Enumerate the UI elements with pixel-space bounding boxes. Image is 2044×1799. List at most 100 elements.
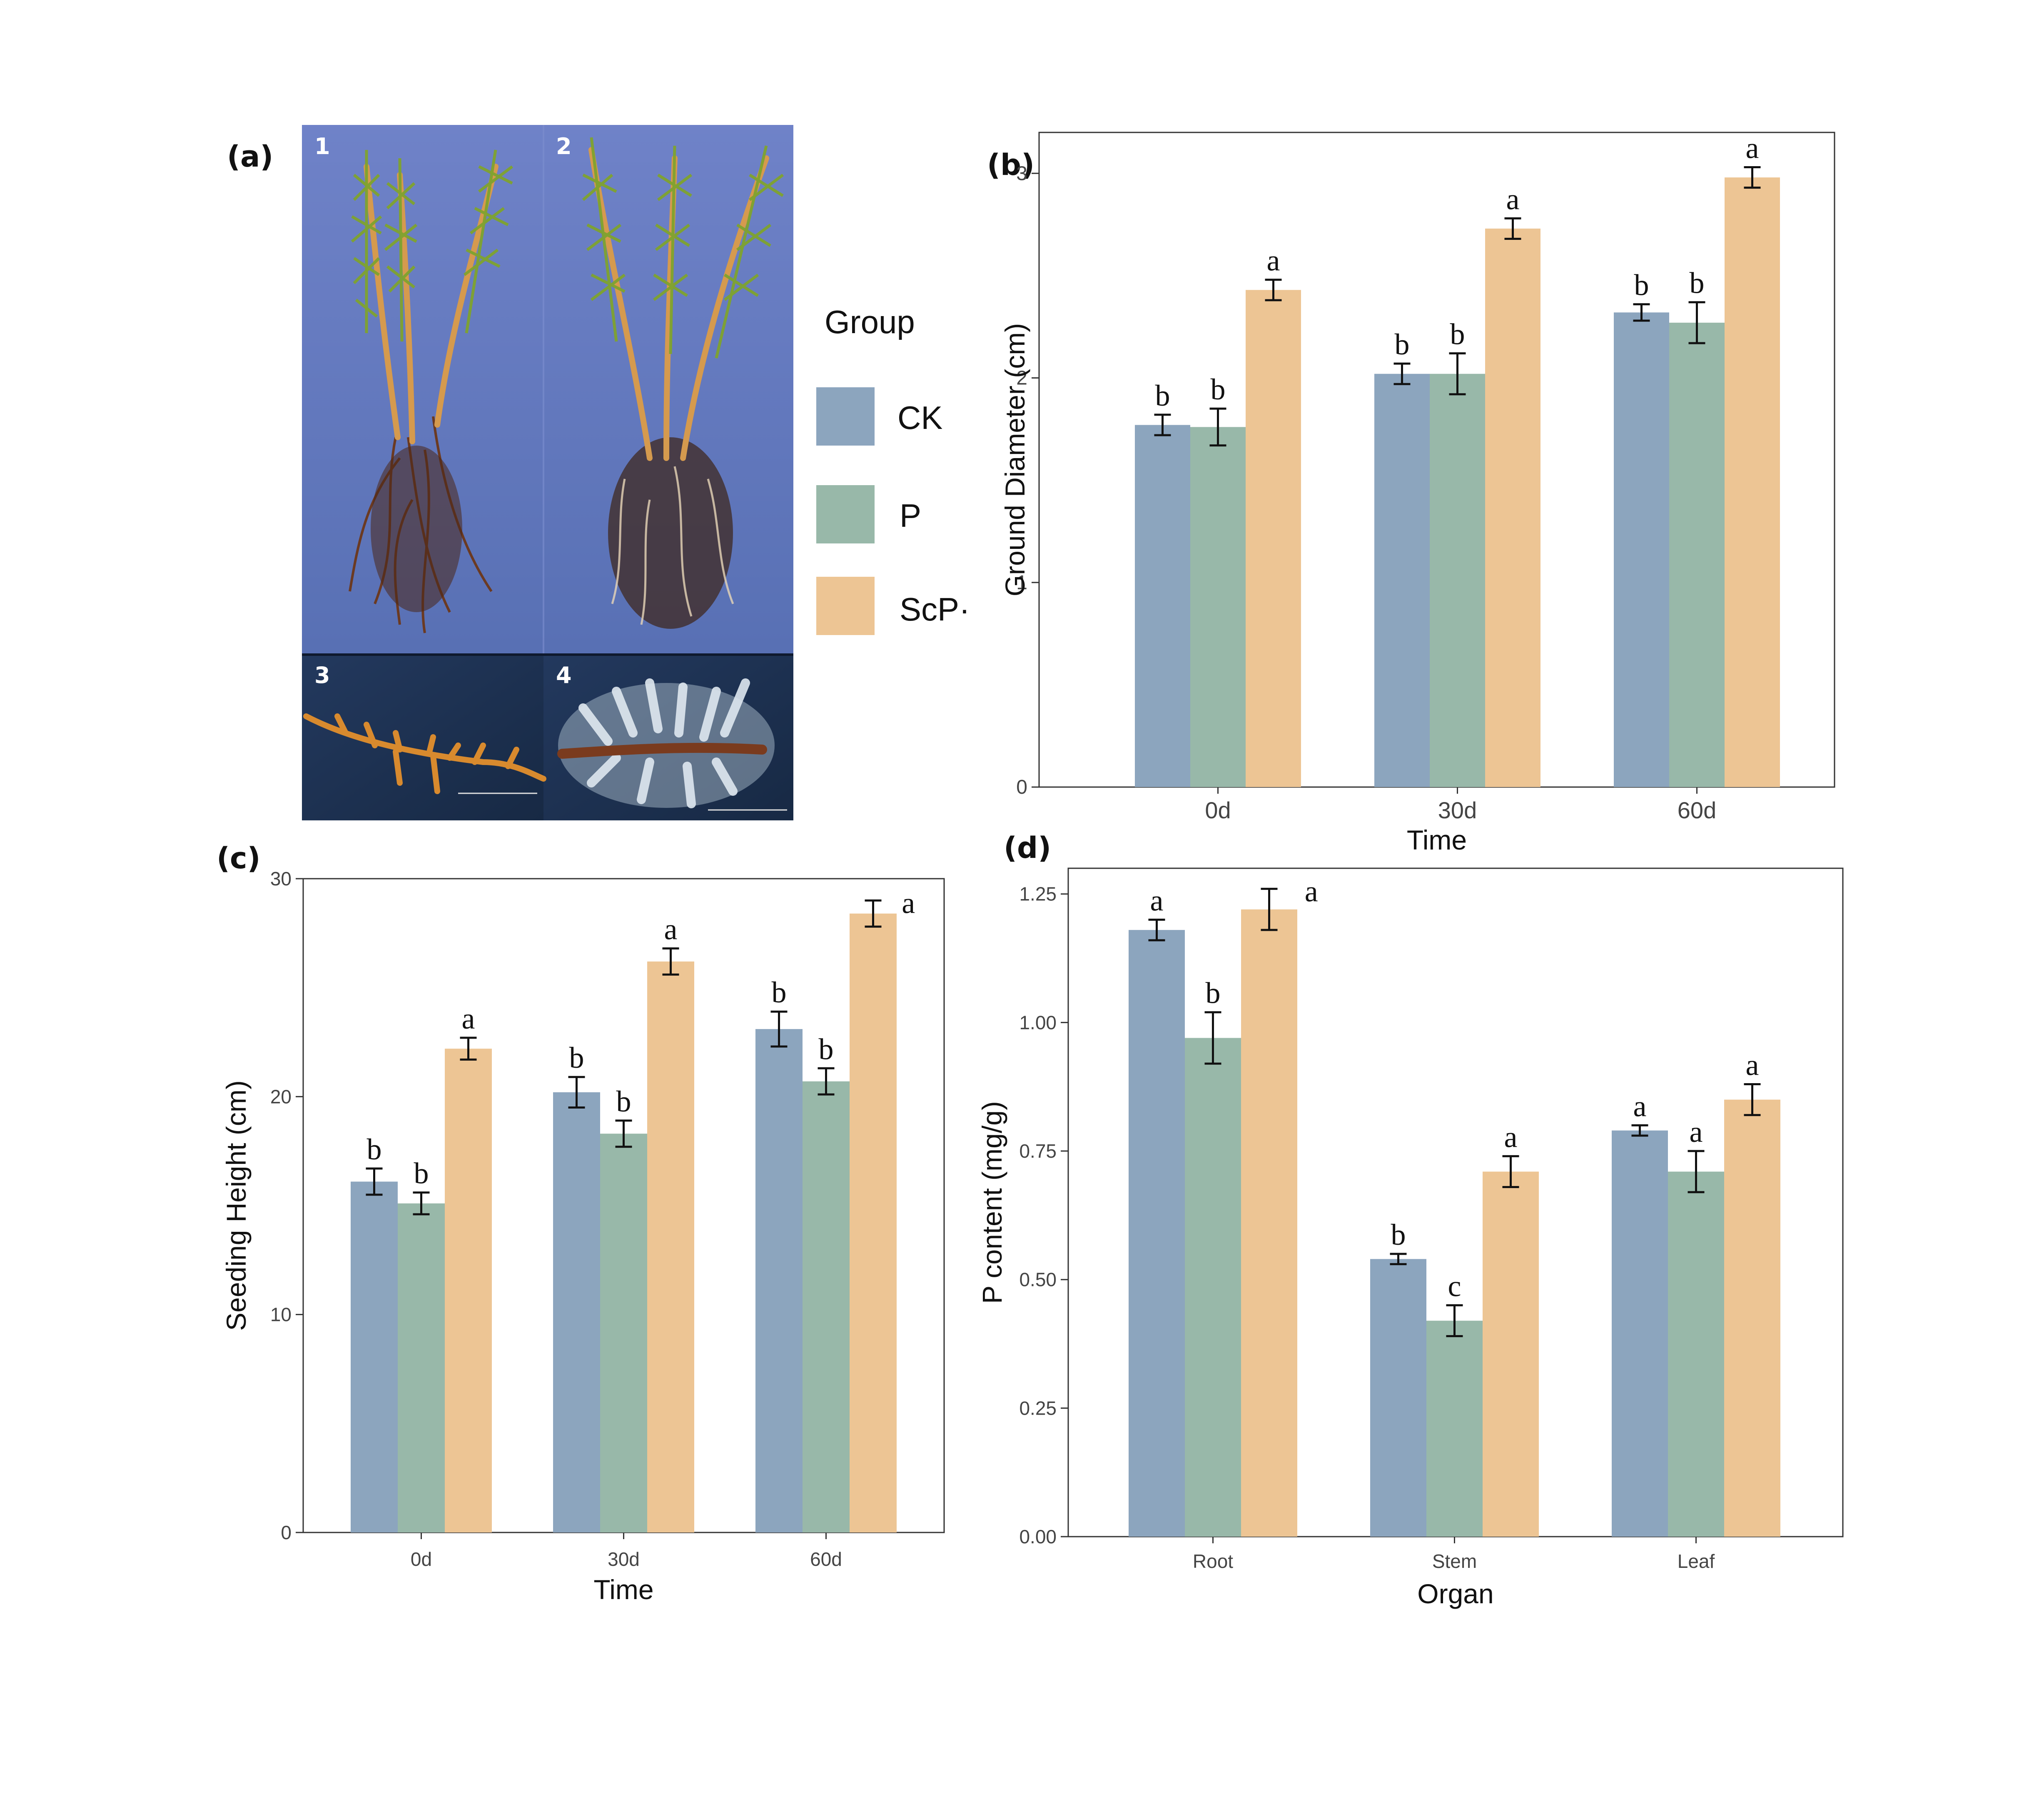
significance-letter: a (1305, 875, 1318, 908)
bar-scp-30d (647, 961, 694, 1532)
x-tick-label: 30d (1438, 797, 1477, 823)
x-axis-title: Organ (1417, 1578, 1493, 1609)
bar-ck-0d (1135, 425, 1190, 787)
bar-scp-0d (445, 1049, 492, 1532)
x-tick-label: 60d (810, 1548, 842, 1570)
y-tick-label: 0.00 (1019, 1526, 1057, 1547)
x-tick-label: 0d (1205, 797, 1231, 823)
panel-d-label: (d) (1004, 831, 1051, 865)
photo-sublabel-2: 2 (556, 133, 572, 159)
bar-p-30d (600, 1134, 647, 1532)
y-tick-label: 0 (1016, 776, 1027, 798)
bar-p-stem (1426, 1321, 1483, 1537)
significance-letter: b (1634, 269, 1649, 302)
bar-p-60d (1669, 322, 1725, 787)
bar-p-0d (398, 1203, 445, 1532)
x-tick-label: Leaf (1678, 1550, 1715, 1572)
y-tick-label: 2 (1016, 367, 1027, 389)
significance-letter: a (1267, 244, 1280, 277)
significance-letter: a (462, 1002, 475, 1035)
significance-letter: c (1448, 1269, 1461, 1303)
root-closeup-3 (303, 713, 546, 794)
bar-ck-stem (1370, 1259, 1426, 1537)
significance-letter: b (772, 976, 787, 1009)
significance-letter: b (819, 1032, 834, 1066)
significance-letter: b (1690, 267, 1705, 300)
legend-title: Group (825, 304, 915, 340)
legend-label-ck: CK (897, 399, 942, 436)
bar-p-60d (803, 1081, 850, 1532)
bar-p-30d (1430, 374, 1485, 787)
y-axis-title: Ground Diameter (cm) (1000, 323, 1030, 597)
y-tick-label: 1.25 (1019, 883, 1057, 905)
legend-swatch-scp (816, 577, 875, 635)
chart-ground-diameter: (b) 0 1 2 3 b b a 0d b b a 30d b b a 60d Time Ground Diame… (987, 132, 1835, 855)
seedling-group-1 (349, 150, 513, 633)
x-tick-label: Stem (1432, 1550, 1477, 1572)
y-tick-label: 20 (270, 1086, 292, 1107)
photo-sublabel-3: 3 (314, 662, 330, 688)
bar-ck-root (1129, 930, 1185, 1537)
seedling-photo-icon: 1 2 3 4 (302, 125, 793, 820)
significance-letter: a (1504, 1120, 1518, 1154)
bar-scp-stem (1483, 1171, 1539, 1537)
bar-scp-30d (1485, 228, 1540, 787)
panel-b-label: (b) (987, 148, 1034, 182)
bar-ck-30d (1374, 374, 1430, 787)
bar-ck-leaf (1612, 1130, 1668, 1537)
bar-p-root (1185, 1038, 1241, 1537)
significance-letter: a (1633, 1089, 1647, 1123)
bar-scp-60d (850, 913, 897, 1532)
y-tick-label: 0.25 (1019, 1397, 1057, 1419)
panel-a-label: (a) (227, 140, 273, 174)
significance-letter: a (1746, 132, 1759, 165)
bar-scp-leaf (1724, 1099, 1780, 1537)
significance-letter: b (1391, 1218, 1406, 1251)
significance-letter: b (1450, 318, 1465, 351)
bar-scp-0d (1246, 290, 1301, 787)
x-tick-label: 60d (1678, 797, 1716, 823)
significance-letter: b (616, 1085, 631, 1118)
significance-letter: a (1506, 182, 1520, 216)
bar-scp-60d (1725, 177, 1780, 787)
significance-letter: a (1746, 1049, 1759, 1082)
y-tick-label: 1.00 (1019, 1012, 1057, 1033)
x-axis-title: Time (593, 1574, 653, 1605)
y-tick-label: 0 (281, 1522, 292, 1543)
legend-label-p: P (900, 497, 921, 534)
significance-letter: b (1211, 373, 1226, 406)
bar-scp-root (1241, 909, 1297, 1537)
y-tick-label: 0.50 (1019, 1269, 1057, 1291)
seedling-group-2 (582, 137, 784, 629)
significance-letter: b (414, 1157, 429, 1190)
y-tick-label: 30 (270, 868, 292, 890)
significance-letter: a (1150, 884, 1164, 917)
x-tick-label: 30d (608, 1548, 640, 1570)
legend: Group CK P ScP· (816, 304, 970, 635)
significance-letter: b (569, 1041, 584, 1074)
significance-letter: a (1690, 1115, 1703, 1149)
photo-sublabel-4: 4 (556, 662, 572, 688)
bar-ck-60d (1614, 312, 1669, 787)
root-closeup-4 (557, 678, 775, 808)
legend-swatch-ck (816, 387, 875, 446)
panel-c-label: (c) (217, 841, 260, 875)
bar-ck-60d (755, 1029, 803, 1532)
significance-letter: a (902, 886, 915, 919)
y-tick-label: 10 (270, 1304, 292, 1326)
y-axis-title: Seeding Height (cm) (221, 1080, 252, 1331)
x-tick-label: 0d (411, 1548, 432, 1570)
y-tick-label: 0.75 (1019, 1140, 1057, 1162)
y-tick-label: 3 (1016, 162, 1027, 184)
x-axis-title: Time (1407, 825, 1467, 855)
bar-ck-30d (553, 1092, 600, 1532)
legend-label-scp: ScP· (900, 591, 970, 628)
chart-p-content: (d) 0.00 0.25 0.50 0.75 1.00 1.25 a b a Root b c a Ste… (977, 831, 1844, 1609)
significance-letter: a (664, 912, 678, 946)
legend-swatch-p (816, 485, 875, 543)
bar-ck-0d (351, 1181, 398, 1532)
bar-p-0d (1190, 427, 1246, 787)
x-tick-label: Root (1193, 1550, 1233, 1572)
